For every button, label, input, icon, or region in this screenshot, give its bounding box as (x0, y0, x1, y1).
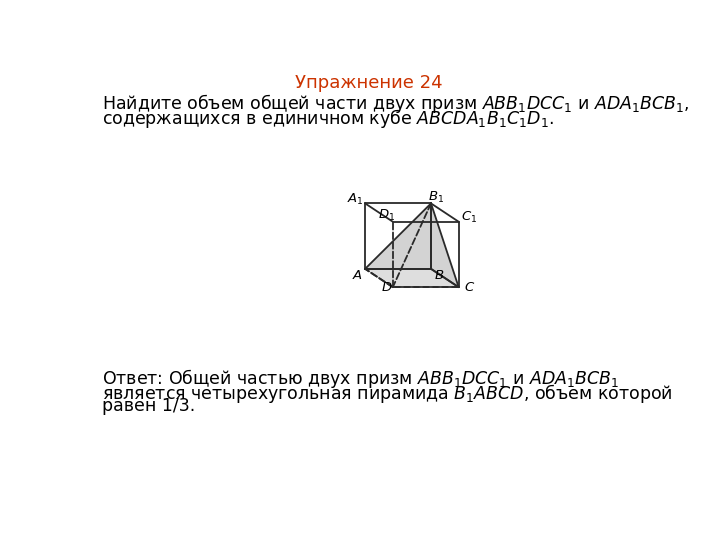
Text: равен 1/3.: равен 1/3. (102, 397, 195, 415)
Text: $B$: $B$ (433, 268, 444, 281)
Polygon shape (393, 204, 459, 287)
Polygon shape (431, 204, 459, 287)
Text: $D_1$: $D_1$ (378, 208, 395, 223)
Text: Ответ: Общей частью двух призм $ABB_1DCC_1$ и $ADA_1BCB_1$: Ответ: Общей частью двух призм $ABB_1DCC… (102, 367, 619, 390)
Polygon shape (365, 204, 431, 269)
Text: $C$: $C$ (464, 281, 475, 294)
Text: $B_1$: $B_1$ (428, 190, 444, 205)
Text: Найдите объем общей части двух призм $ABB_1DCC_1$ и $ADA_1BCB_1$,: Найдите объем общей части двух призм $AB… (102, 92, 689, 115)
Polygon shape (365, 204, 431, 287)
Text: $D$: $D$ (381, 281, 392, 294)
Text: является четырехугольная пирамида $B_1ABCD$, объем которой: является четырехугольная пирамида $B_1AB… (102, 382, 672, 405)
Text: $A_1$: $A_1$ (346, 192, 364, 207)
Text: $A$: $A$ (352, 268, 363, 281)
Text: $C_1$: $C_1$ (462, 210, 477, 225)
Polygon shape (365, 269, 459, 287)
Text: содержащихся в единичном кубе $ABCDA_1B_1C_1D_1$.: содержащихся в единичном кубе $ABCDA_1B_… (102, 107, 554, 130)
Text: Упражнение 24: Упражнение 24 (295, 74, 443, 92)
